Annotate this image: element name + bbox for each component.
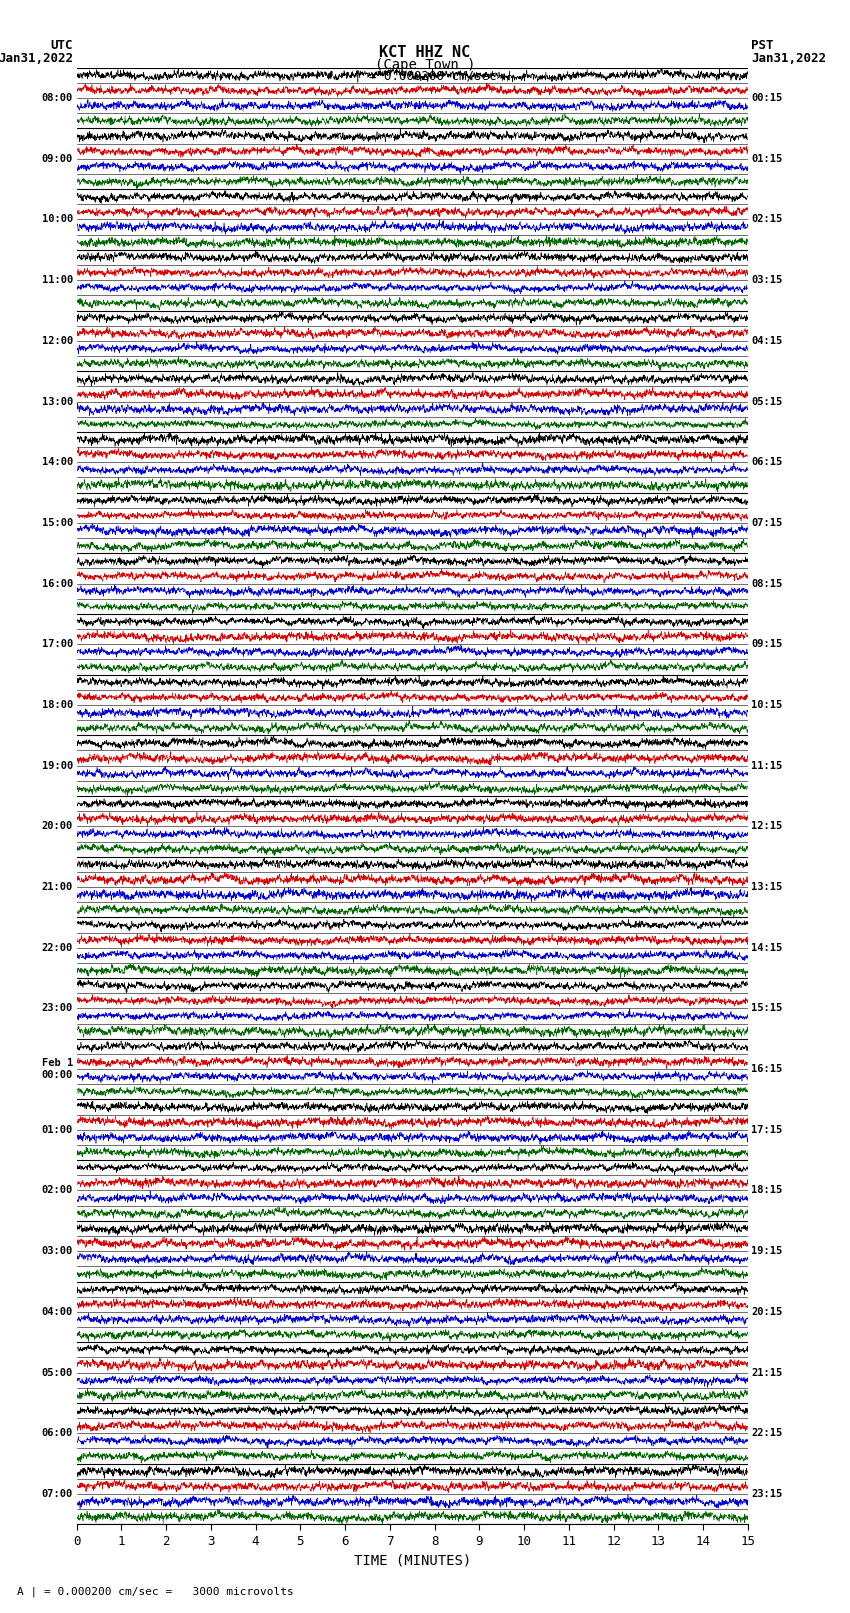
Text: 04:15: 04:15 <box>751 336 783 345</box>
Text: 21:00: 21:00 <box>42 882 73 892</box>
Text: 09:00: 09:00 <box>42 153 73 165</box>
Text: 08:15: 08:15 <box>751 579 783 589</box>
Text: 17:15: 17:15 <box>751 1124 783 1136</box>
Text: 06:15: 06:15 <box>751 456 783 468</box>
Text: 13:00: 13:00 <box>42 397 73 406</box>
Text: 10:15: 10:15 <box>751 700 783 710</box>
Text: 15:15: 15:15 <box>751 1003 783 1013</box>
Text: 22:00: 22:00 <box>42 942 73 953</box>
Text: 09:15: 09:15 <box>751 639 783 650</box>
Text: A | = 0.000200 cm/sec =   3000 microvolts: A | = 0.000200 cm/sec = 3000 microvolts <box>17 1586 294 1597</box>
Text: 00:15: 00:15 <box>751 94 783 103</box>
Text: 15:00: 15:00 <box>42 518 73 527</box>
Text: 11:00: 11:00 <box>42 276 73 286</box>
Text: UTC: UTC <box>51 39 73 52</box>
Text: 19:15: 19:15 <box>751 1247 783 1257</box>
Text: 13:15: 13:15 <box>751 882 783 892</box>
Text: 20:15: 20:15 <box>751 1307 783 1316</box>
Text: 23:00: 23:00 <box>42 1003 73 1013</box>
X-axis label: TIME (MINUTES): TIME (MINUTES) <box>354 1553 471 1568</box>
Text: 23:15: 23:15 <box>751 1489 783 1498</box>
Text: 11:15: 11:15 <box>751 761 783 771</box>
Text: 16:15: 16:15 <box>751 1065 783 1074</box>
Text: 02:15: 02:15 <box>751 215 783 224</box>
Text: (Cape Town ): (Cape Town ) <box>375 58 475 73</box>
Text: 18:15: 18:15 <box>751 1186 783 1195</box>
Text: KCT HHZ NC: KCT HHZ NC <box>379 45 471 60</box>
Text: 16:00: 16:00 <box>42 579 73 589</box>
Text: | = 0.000200 cm/sec: | = 0.000200 cm/sec <box>354 69 496 82</box>
Text: 07:00: 07:00 <box>42 1489 73 1498</box>
Text: 02:00: 02:00 <box>42 1186 73 1195</box>
Text: 19:00: 19:00 <box>42 761 73 771</box>
Text: 08:00: 08:00 <box>42 94 73 103</box>
Text: PST: PST <box>751 39 774 52</box>
Text: 12:00: 12:00 <box>42 336 73 345</box>
Text: Feb 1
00:00: Feb 1 00:00 <box>42 1058 73 1081</box>
Text: 04:00: 04:00 <box>42 1307 73 1316</box>
Text: 14:00: 14:00 <box>42 456 73 468</box>
Text: 05:15: 05:15 <box>751 397 783 406</box>
Text: 01:15: 01:15 <box>751 153 783 165</box>
Text: 03:15: 03:15 <box>751 276 783 286</box>
Text: 06:00: 06:00 <box>42 1428 73 1439</box>
Text: 18:00: 18:00 <box>42 700 73 710</box>
Text: 20:00: 20:00 <box>42 821 73 831</box>
Text: Jan31,2022: Jan31,2022 <box>751 52 826 65</box>
Text: Jan31,2022: Jan31,2022 <box>0 52 73 65</box>
Text: 03:00: 03:00 <box>42 1247 73 1257</box>
Text: 14:15: 14:15 <box>751 942 783 953</box>
Text: 01:00: 01:00 <box>42 1124 73 1136</box>
Text: 21:15: 21:15 <box>751 1368 783 1378</box>
Text: 05:00: 05:00 <box>42 1368 73 1378</box>
Text: 12:15: 12:15 <box>751 821 783 831</box>
Text: 10:00: 10:00 <box>42 215 73 224</box>
Text: 17:00: 17:00 <box>42 639 73 650</box>
Text: 07:15: 07:15 <box>751 518 783 527</box>
Text: 22:15: 22:15 <box>751 1428 783 1439</box>
